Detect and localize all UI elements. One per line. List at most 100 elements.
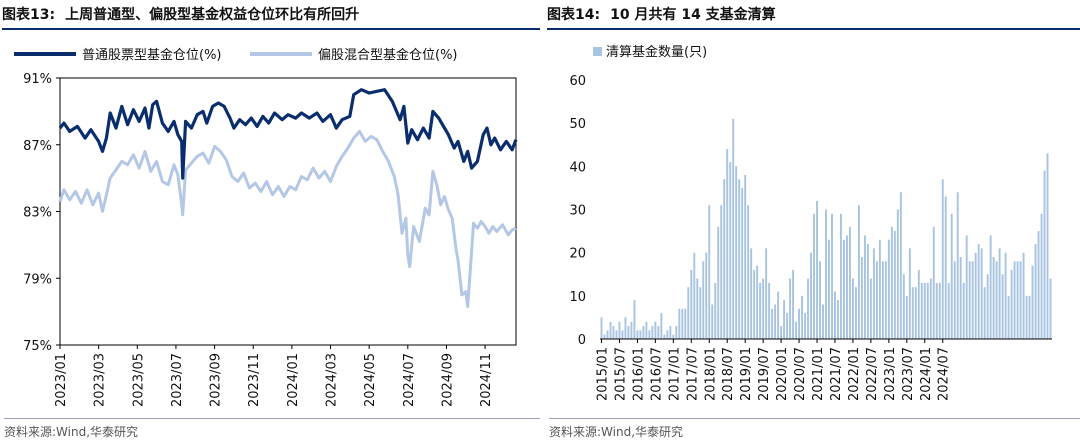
x-tick-label: 2024/05: [363, 353, 378, 407]
bar: [914, 287, 917, 339]
bar: [810, 252, 812, 339]
y-tick-label: 60: [569, 74, 586, 89]
bar: [956, 192, 959, 339]
bar: [669, 326, 672, 339]
bar: [633, 300, 636, 339]
x-tick-label: 2016/01: [631, 347, 646, 401]
bar: [666, 330, 669, 339]
bar: [848, 226, 851, 339]
bar: [1019, 261, 1022, 339]
bar: [980, 248, 983, 339]
x-tick-label: 2020/07: [793, 347, 808, 401]
bar: [747, 205, 750, 339]
bar: [762, 278, 765, 339]
series-line-mixed-funds: [58, 129, 517, 309]
bar: [786, 313, 789, 339]
bar: [875, 261, 878, 339]
x-tick-label: 2024/07: [402, 353, 417, 407]
bar: [615, 330, 618, 339]
bar: [968, 261, 971, 339]
bar: [765, 248, 768, 339]
bar: [756, 265, 759, 339]
x-tick-label: 2020/01: [775, 347, 790, 401]
x-tick-label: 2017/07: [685, 347, 700, 401]
bar: [735, 166, 738, 339]
bar: [992, 256, 995, 339]
bar: [738, 179, 741, 339]
bar: [959, 256, 962, 339]
bar: [783, 300, 786, 339]
x-tick-label: 2021/01: [811, 347, 826, 401]
bar: [819, 261, 821, 339]
right-chart-title: 图表14: 10 月共有 14 支基金清算: [547, 2, 1080, 30]
bar: [923, 282, 926, 339]
bar: [840, 213, 842, 339]
x-tick-label: 2024/09: [440, 353, 455, 407]
x-tick-label: 2021/07: [829, 347, 844, 401]
y-tick-label: 87%: [23, 139, 52, 154]
bar: [702, 261, 705, 339]
bar: [729, 162, 732, 339]
bar: [989, 235, 992, 339]
bar: [1025, 295, 1028, 339]
bar: [881, 261, 884, 339]
bar: [708, 205, 711, 339]
bar: [917, 269, 920, 339]
bar: [986, 274, 989, 339]
x-tick-label: 2023/03: [93, 353, 108, 407]
bar: [621, 330, 624, 339]
bar: [696, 278, 699, 339]
bar: [600, 317, 603, 339]
bar: [971, 261, 974, 339]
bar: [642, 326, 645, 339]
left-chart-title: 图表13: 上周普通型、偏股型基金权益仓位环比有所回升: [2, 2, 540, 30]
x-tick-label: 2016/07: [649, 347, 664, 401]
bar: [723, 179, 726, 339]
bar: [618, 321, 621, 339]
bar: [630, 321, 633, 339]
bar: [699, 287, 702, 339]
bar: [1004, 252, 1007, 339]
x-tick-label: 2024/01: [286, 353, 301, 407]
bar: [896, 209, 899, 339]
bar: [792, 269, 795, 339]
bar: [837, 300, 839, 339]
bar: [860, 256, 863, 339]
y-tick-label: 20: [569, 247, 586, 262]
bar: [750, 248, 753, 339]
bar: [1001, 274, 1004, 339]
bar: [935, 282, 938, 339]
line-chart: 普通股票型基金仓位(%) 偏股混合型基金仓位(%)91%87%83%79%75%2…: [14, 47, 518, 407]
bar: [932, 226, 935, 339]
bar: [720, 205, 723, 339]
bar: [801, 295, 804, 339]
right-figure-label: 图表14:: [547, 7, 601, 23]
bar: [863, 235, 866, 339]
y-tick-label: 0: [578, 333, 586, 348]
bar: [977, 244, 980, 339]
left-source-note: 资料来源:Wind,华泰研究: [4, 418, 540, 440]
bar: [1007, 295, 1010, 339]
y-tick-label: 50: [569, 117, 586, 132]
bar: [1016, 261, 1019, 339]
bar: [648, 330, 651, 339]
bar: [741, 187, 744, 339]
bar: [609, 321, 612, 339]
bar: [777, 291, 780, 339]
left-title-text: 上周普通型、偏股型基金权益仓位环比有所回升: [65, 7, 360, 23]
y-tick-label: 10: [569, 290, 586, 305]
bar: [854, 287, 857, 339]
right-title-text: 10 月共有 14 支基金清算: [610, 7, 776, 23]
bar: [890, 226, 893, 339]
bar: [807, 278, 809, 339]
bar: [822, 304, 824, 339]
x-tick-label: 2024/11: [479, 353, 494, 407]
bar: [965, 235, 968, 339]
bar: [813, 213, 815, 339]
bar: [657, 326, 660, 339]
bar: [654, 321, 657, 339]
bar: [831, 213, 833, 339]
x-tick-label: 2023/01: [54, 353, 69, 407]
bar: [872, 248, 875, 339]
bar: [899, 192, 902, 339]
